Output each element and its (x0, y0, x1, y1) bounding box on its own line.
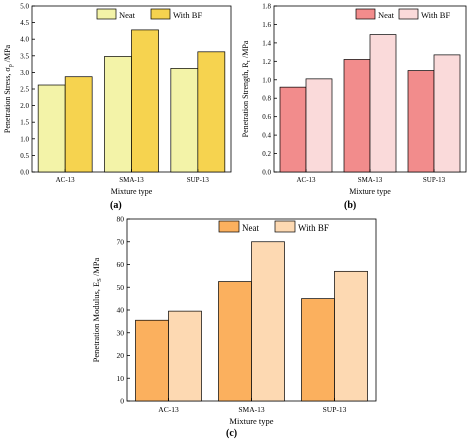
chart-b-ytick-label: 1.6 (262, 21, 271, 29)
chart-panel-c: 0 10 20 30 40 50 60 70 80 AC-13 SMA-13 SUP-13 Mixtur… (85, 212, 385, 427)
chart-a-xlabel: Mixture type (111, 187, 153, 196)
chart-a-xtick-label: SUP-13 (187, 176, 210, 184)
chart-b-bar (305, 78, 333, 173)
chart-c-xlabel: Mixture type (229, 416, 273, 426)
chart-c-ytick-label: 80 (117, 215, 125, 224)
chart-a-ytick-label: 3.0 (20, 69, 29, 77)
chart-a-ytick-label: 1.5 (20, 119, 29, 127)
chart-b-ytick-label: 0.2 (262, 150, 271, 158)
chart-c-ytick-label: 40 (117, 306, 125, 315)
panel-label-a: (a) (110, 200, 122, 211)
chart-a-bar (64, 76, 93, 173)
chart-a-legend-label: With BF (173, 10, 202, 20)
chart-a-ytick-label: 3.5 (20, 52, 29, 60)
chart-b-legend-swatch (398, 8, 419, 20)
chart-b-ytick-label: 0.6 (262, 113, 271, 121)
panel-label-c: (c) (226, 428, 238, 439)
chart-b-xtick-label: SMA-13 (358, 176, 383, 184)
chart-a-ytick-label: 0.5 (20, 152, 29, 160)
chart-a-svg: 0.0 0.5 1.0 1.5 2.0 2.5 3.0 3.5 4.0 4.5 5.0 AC-13 SM… (3, 3, 232, 196)
chart-c-legend-label: With BF (298, 223, 329, 233)
chart-c-legend-label: Neat (242, 223, 259, 233)
chart-a-ytick-label: 1.0 (20, 135, 29, 143)
chart-b-legend-label: Neat (378, 10, 395, 20)
panel-label-b: (b) (344, 200, 357, 211)
chart-a-ytick-label: 4.0 (20, 36, 29, 44)
chart-c-bar (218, 281, 252, 402)
chart-a-bar (131, 29, 159, 173)
chart-c-legend-swatch (218, 220, 240, 233)
chart-b-bar (369, 34, 397, 173)
chart-c-legend-swatch (274, 220, 296, 233)
chart-c-ytick-label: 0 (120, 397, 124, 406)
chart-a-ytick-label: 2.5 (20, 86, 29, 94)
chart-c-ytick-label: 70 (117, 237, 125, 246)
chart-b-bar (279, 86, 307, 173)
chart-b-xlabel: Mixture type (349, 187, 391, 196)
chart-b-ytick-label: 0.8 (262, 95, 271, 103)
chart-panel-a: 0.0 0.5 1.0 1.5 2.0 2.5 3.0 3.5 4.0 4.5 5.0 AC-13 SM… (0, 0, 237, 200)
chart-b-legend-label: With BF (421, 10, 450, 20)
chart-a-bar (170, 68, 199, 173)
chart-panel-b: 0.0 0.2 0.4 0.6 0.8 1.0 1.2 1.4 1.6 1.8 AC-13 SMA-1… (237, 0, 474, 200)
chart-b-ytick-label: 0.4 (262, 132, 271, 140)
chart-b-ytick-label: 1.4 (262, 39, 271, 47)
chart-c-ytick-label: 10 (117, 374, 125, 383)
chart-a-legend-swatch (150, 8, 171, 20)
chart-b-ytick-label: 1.8 (262, 3, 271, 11)
chart-c-xtick-label: AC-13 (158, 405, 179, 414)
chart-c-svg: 0 10 20 30 40 50 60 70 80 AC-13 SMA-13 SUP-13 Mixtur… (91, 215, 377, 426)
chart-a-ytick-label: 0.0 (20, 169, 29, 177)
chart-c-ytick-label: 30 (117, 328, 125, 337)
chart-c-xtick-label: SMA-13 (238, 405, 265, 414)
chart-a-legend-swatch (96, 8, 117, 20)
chart-c-bar (334, 270, 368, 402)
chart-a-xtick-label: SMA-13 (119, 176, 144, 184)
chart-c-bar (251, 241, 285, 402)
chart-b-svg: 0.0 0.2 0.4 0.6 0.8 1.0 1.2 1.4 1.6 1.8 AC-13 SMA-1… (241, 3, 467, 196)
chart-a-bar (37, 84, 66, 173)
chart-b-ytick-label: 1.0 (262, 76, 271, 84)
chart-a-ylabel: Penetration Stress, σp /MPa (3, 44, 14, 133)
chart-a-xtick-label: AC-13 (56, 176, 76, 184)
chart-c-bar (135, 319, 169, 402)
chart-a-ytick-label: 5.0 (20, 3, 29, 11)
chart-c-ylabel: Penetration Modulus, ES /MPa (91, 257, 103, 362)
chart-b-bar (343, 59, 371, 173)
chart-a-bar (104, 56, 132, 173)
chart-c-bar (301, 298, 335, 402)
chart-b-xtick-label: SUP-13 (423, 176, 446, 184)
chart-c-xtick-label: SUP-13 (323, 405, 347, 414)
chart-b-xtick-label: AC-13 (296, 176, 316, 184)
chart-b-bar (407, 70, 435, 173)
chart-a-ytick-label: 2.0 (20, 102, 29, 110)
chart-a-legend-label: Neat (119, 10, 136, 20)
chart-b-ylabel: Penetration Strength, Rτ /MPa (241, 40, 252, 137)
chart-c-ytick-label: 60 (117, 260, 125, 269)
chart-b-bar (433, 54, 461, 173)
chart-c-ytick-label: 20 (117, 351, 125, 360)
chart-b-legend-swatch (355, 8, 376, 20)
chart-b-ytick-label: 0.0 (262, 169, 271, 177)
chart-c-bar (168, 310, 202, 402)
chart-b-ytick-label: 1.2 (262, 58, 271, 66)
chart-c-ytick-label: 50 (117, 283, 125, 292)
chart-a-ytick-label: 4.5 (20, 19, 29, 27)
chart-a-bar (197, 51, 226, 173)
